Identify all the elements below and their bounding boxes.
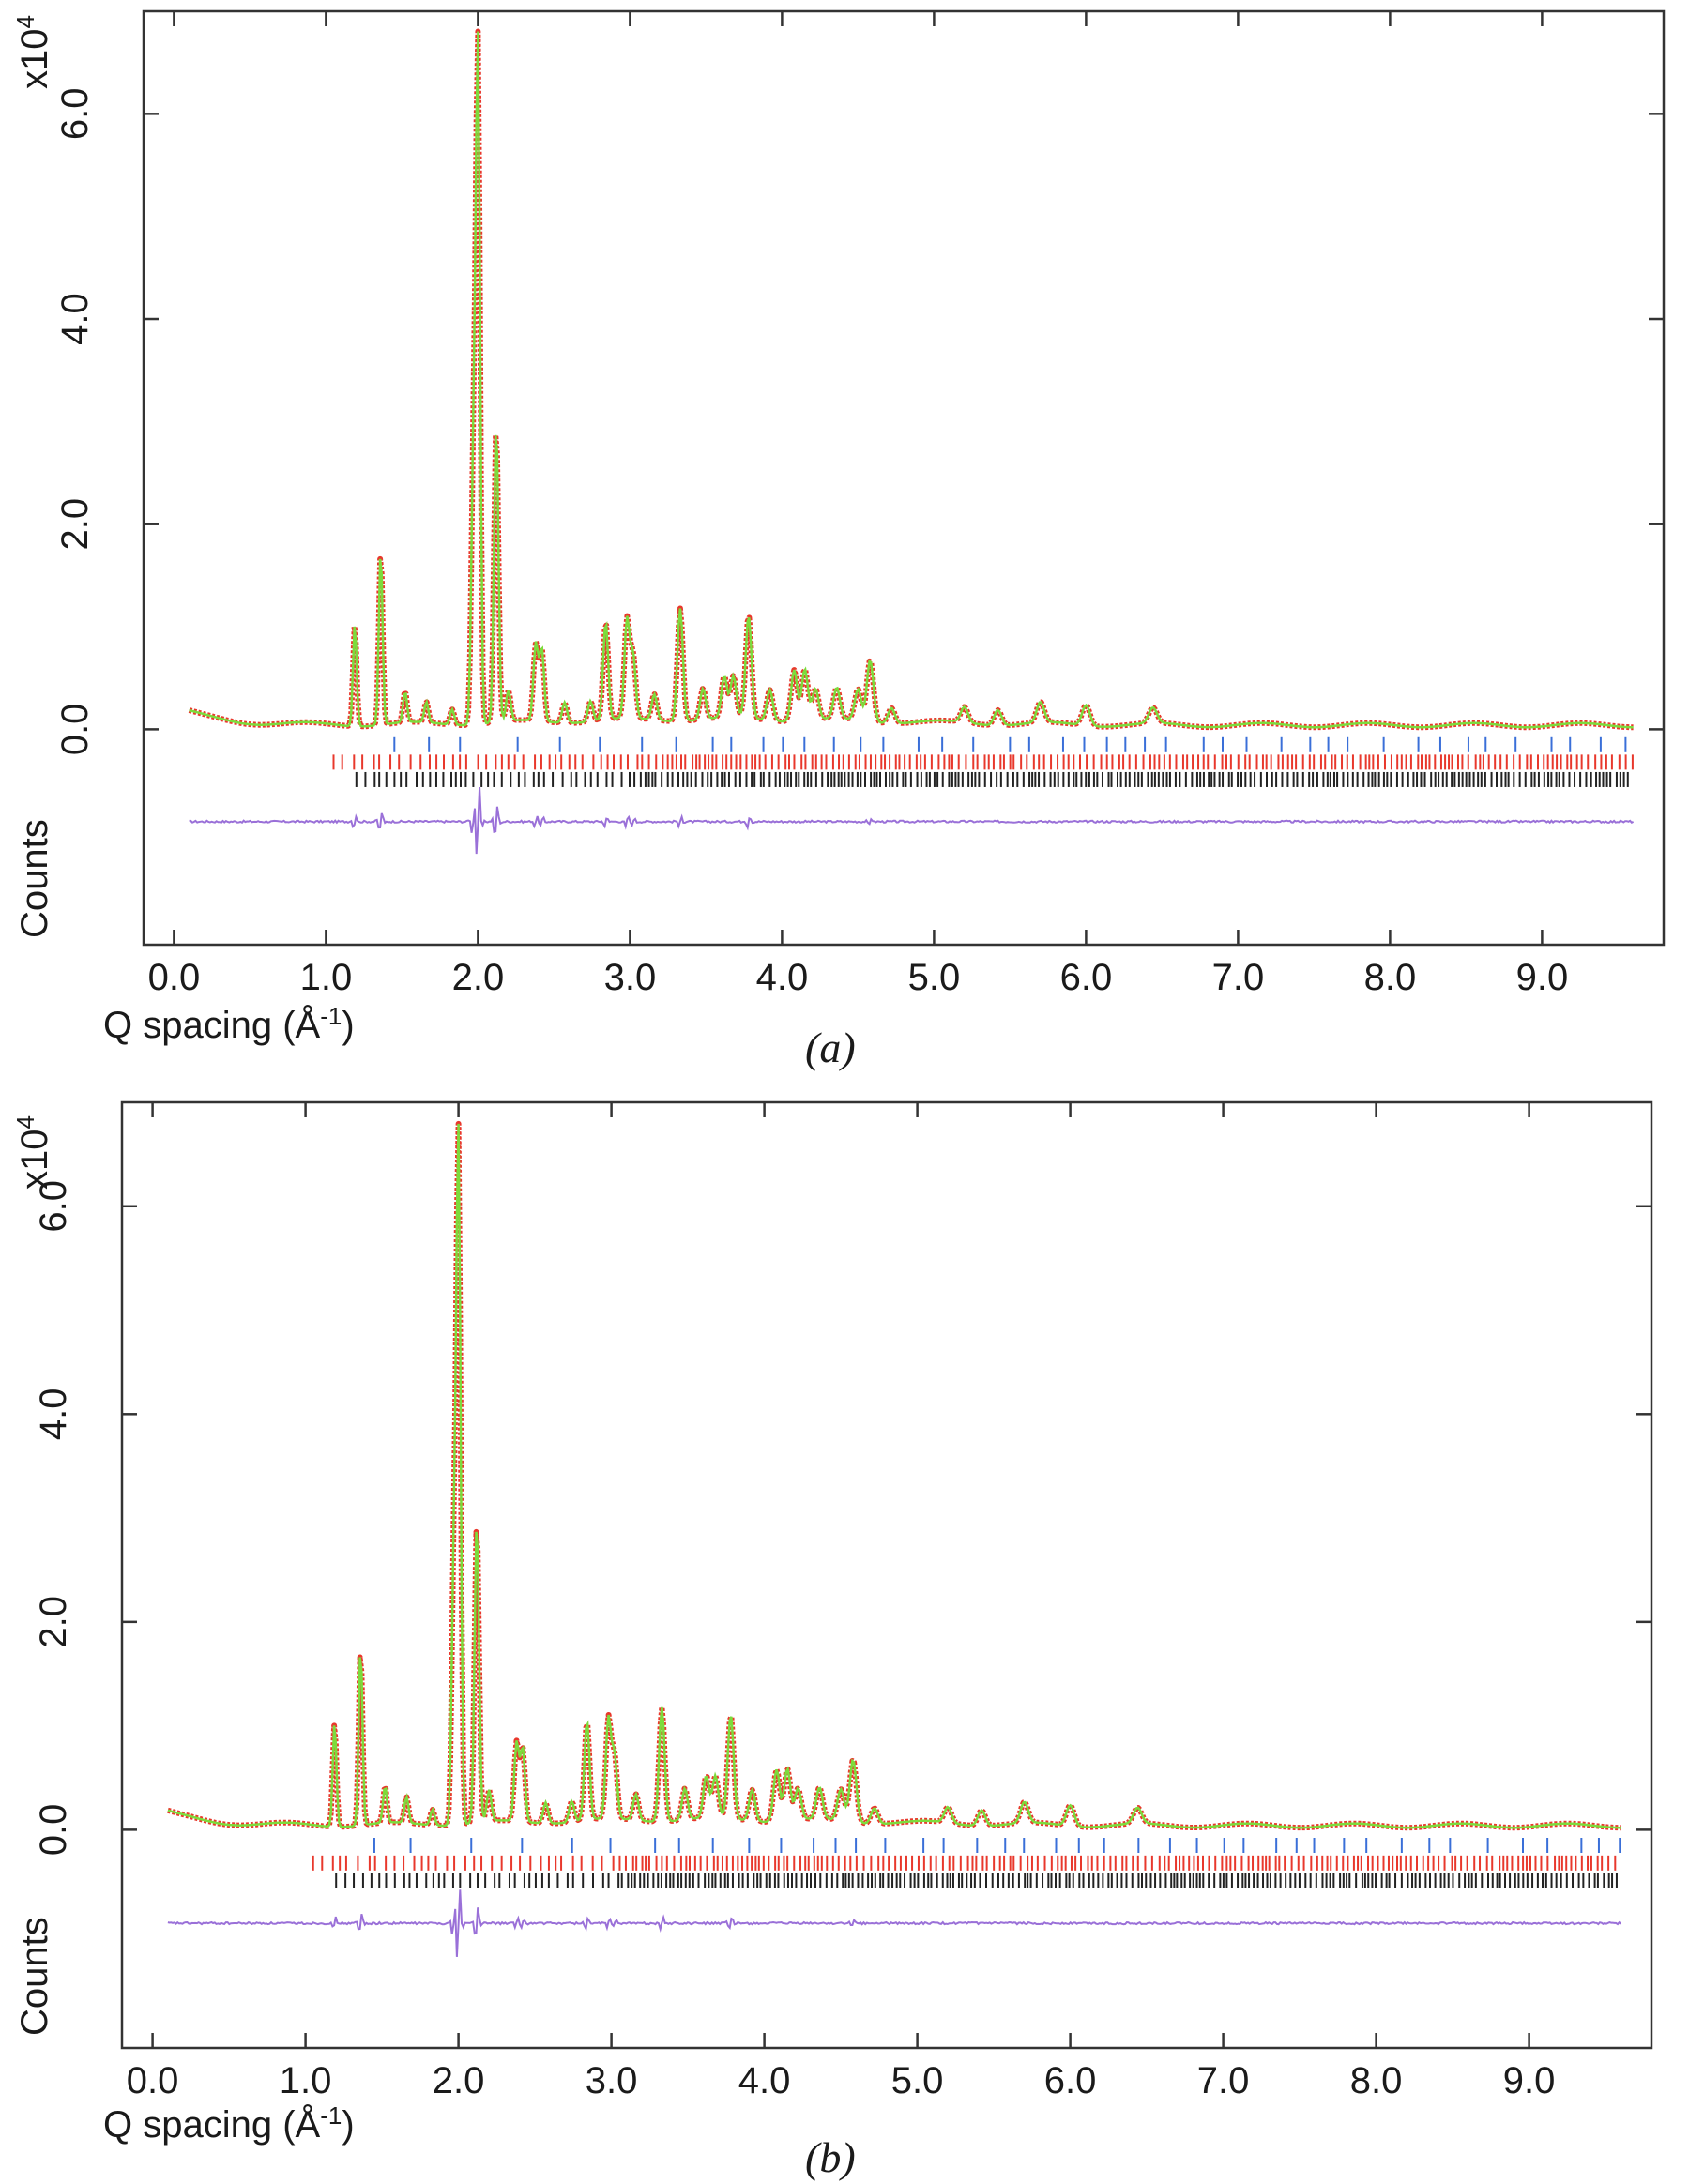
x-tick-label: 3.0 — [604, 957, 657, 998]
x-axis-title: Q spacing (Å-1) — [103, 2101, 355, 2146]
y-tick-label: 4.0 — [33, 1388, 74, 1441]
x-tick-label: 7.0 — [1197, 2060, 1250, 2101]
panel-a: 0.0 1.0 2.0 3.0 4.0 5.0 6.0 7.0 8.0 9.0 0.0 2.0 4.0… — [11, 9, 1666, 1071]
plot-frame — [142, 9, 1666, 947]
observed-series — [188, 28, 1635, 731]
x-tick-label: 4.0 — [738, 2060, 791, 2101]
x-axis-title: Q spacing (Å-1) — [103, 1002, 355, 1046]
axis-ticks — [122, 1102, 1651, 2048]
y-axis-title: Counts — [14, 819, 55, 938]
x-tick-label: 1.0 — [280, 2060, 332, 2101]
x-tick-label: 3.0 — [586, 2060, 638, 2101]
x-tick-label: 0.0 — [127, 2060, 179, 2101]
x-tick-labels: 0.0 1.0 2.0 3.0 4.0 5.0 6.0 7.0 8.0 9.0 — [127, 2060, 1556, 2101]
plot-frame — [120, 1100, 1653, 2050]
difference-series — [189, 786, 1635, 855]
y-tick-label: 4.0 — [54, 293, 96, 345]
y-tick-label: 2.0 — [54, 498, 96, 551]
panel-label: (b) — [805, 2133, 856, 2181]
x-tick-labels: 0.0 1.0 2.0 3.0 4.0 5.0 6.0 7.0 8.0 9.0 — [148, 957, 1569, 998]
calculated-series — [167, 1123, 1621, 1829]
calculated-series — [189, 31, 1634, 729]
x-tick-label: 9.0 — [1503, 2060, 1556, 2101]
y-tick-label: 0.0 — [33, 1804, 74, 1857]
panel-b: 0.0 1.0 2.0 3.0 4.0 5.0 6.0 7.0 8.0 9.0 0.0 2.0 4.0… — [11, 1100, 1653, 2181]
x-tick-label: 2.0 — [433, 2060, 485, 2101]
x-tick-label: 0.0 — [148, 957, 201, 998]
y-axis-title: Counts — [14, 1917, 55, 2036]
x-tick-label: 6.0 — [1044, 2060, 1097, 2101]
axis-ticks — [144, 11, 1664, 945]
data-marks — [166, 1120, 1622, 1957]
x-tick-label: 9.0 — [1516, 957, 1569, 998]
x-tick-label: 7.0 — [1212, 957, 1265, 998]
y-tick-labels: 0.0 2.0 4.0 6.0 — [33, 1180, 74, 1856]
x-tick-label: 8.0 — [1364, 957, 1417, 998]
x-tick-label: 6.0 — [1060, 957, 1113, 998]
y-multiplier: x104 — [11, 1115, 55, 1190]
difference-series — [167, 1889, 1622, 1957]
y-tick-labels: 0.0 2.0 4.0 6.0 — [54, 88, 96, 756]
y-multiplier: x104 — [11, 15, 55, 89]
data-marks — [188, 28, 1635, 855]
y-tick-label: 2.0 — [33, 1596, 74, 1648]
y-tick-label: 6.0 — [33, 1180, 74, 1233]
y-tick-label: 6.0 — [54, 88, 96, 141]
x-tick-label: 5.0 — [908, 957, 961, 998]
x-tick-label: 2.0 — [452, 957, 505, 998]
x-tick-label: 8.0 — [1350, 2060, 1403, 2101]
panel-label: (a) — [805, 1024, 856, 1071]
observed-series — [166, 1120, 1622, 1831]
y-tick-label: 0.0 — [54, 704, 96, 756]
x-tick-label: 5.0 — [891, 2060, 944, 2101]
x-tick-label: 1.0 — [300, 957, 353, 998]
x-tick-label: 4.0 — [756, 957, 809, 998]
